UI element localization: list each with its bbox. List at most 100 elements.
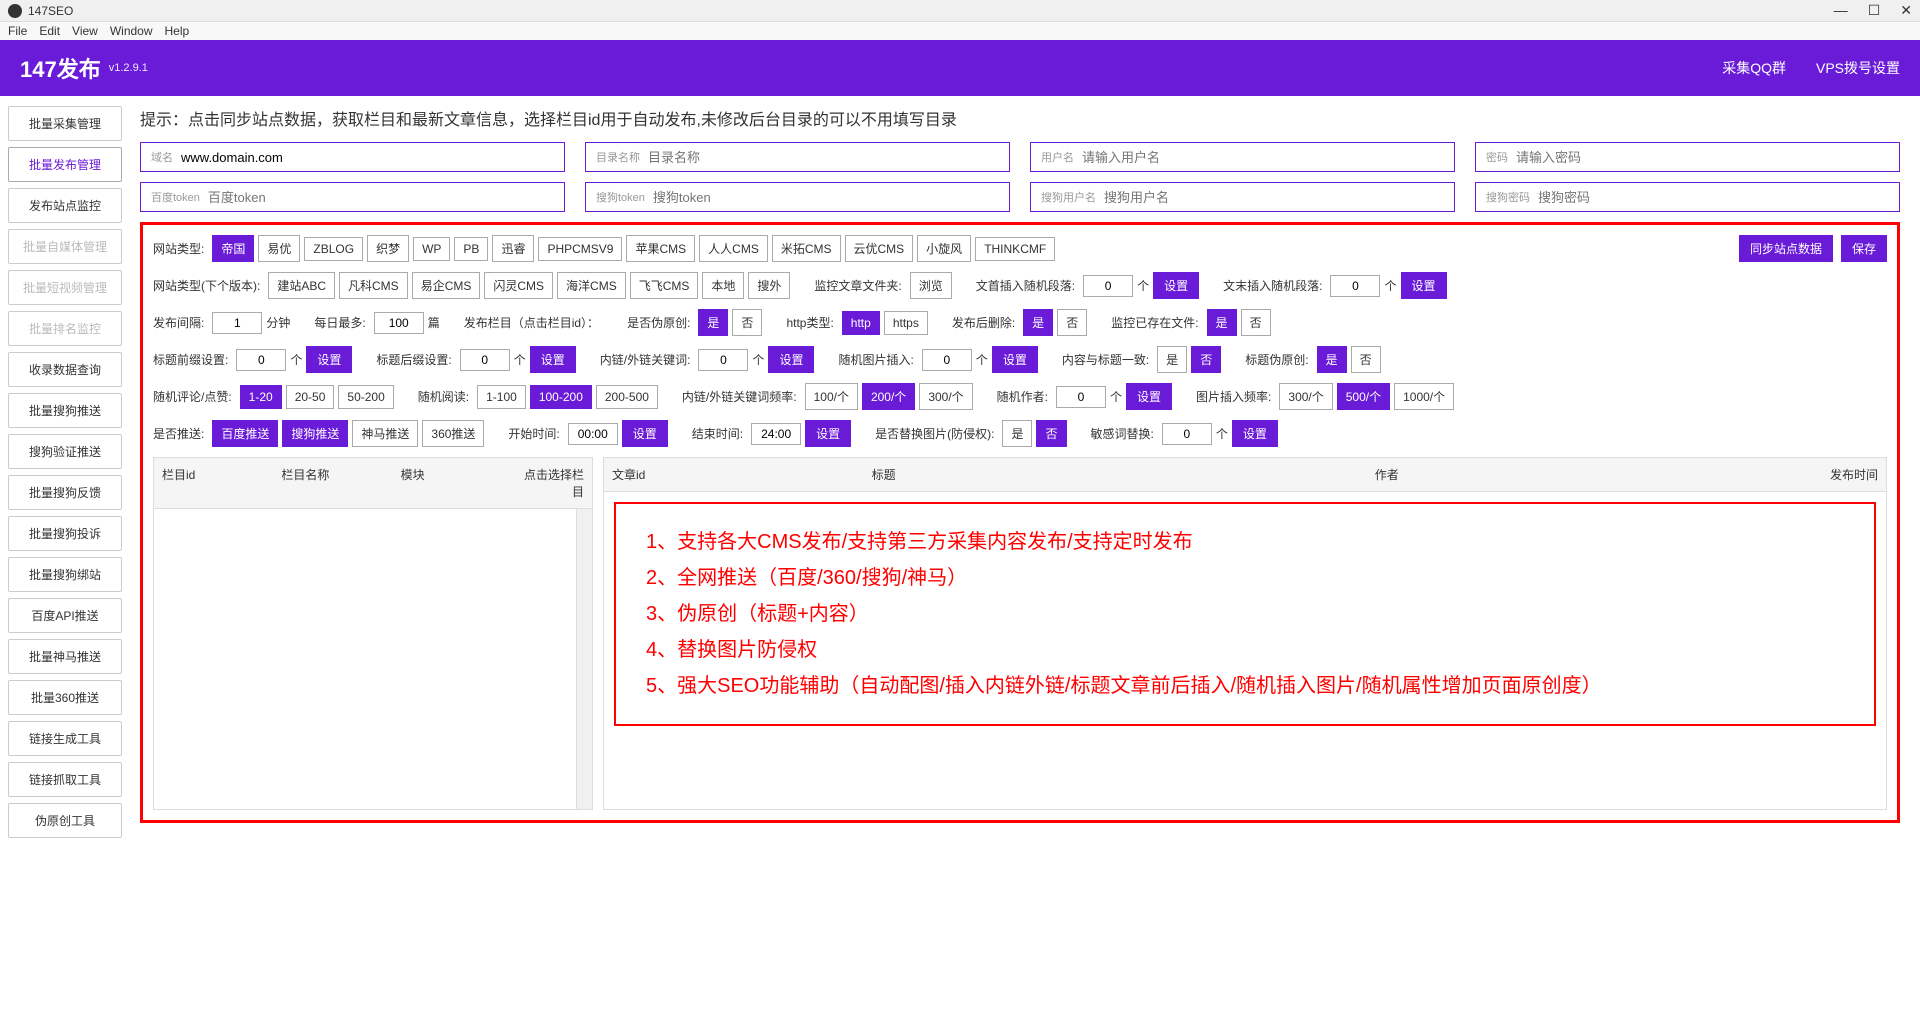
imgfreq-2[interactable]: 1000/个: [1394, 383, 1454, 410]
site-type-6[interactable]: 迅睿: [492, 235, 534, 262]
push-1[interactable]: 搜狗推送: [282, 420, 348, 447]
tail-para-input[interactable]: [1330, 275, 1380, 297]
set-button[interactable]: 设置: [622, 420, 668, 447]
titlefake-yes[interactable]: 是: [1317, 346, 1347, 373]
author-input[interactable]: [1056, 386, 1106, 408]
consist-no[interactable]: 否: [1191, 346, 1221, 373]
daily-max-input[interactable]: [374, 312, 424, 334]
exist-no[interactable]: 否: [1241, 309, 1271, 336]
input-field[interactable]: [1104, 190, 1444, 205]
menu-help[interactable]: Help: [165, 24, 190, 38]
next-type-6[interactable]: 本地: [702, 272, 744, 299]
head-para-input[interactable]: [1083, 275, 1133, 297]
sensitive-input[interactable]: [1162, 423, 1212, 445]
site-type-7[interactable]: PHPCMSV9: [538, 237, 622, 261]
set-button[interactable]: 设置: [1126, 383, 1172, 410]
sidebar-item-11[interactable]: 批量搜狗绑站: [8, 557, 122, 592]
del-yes[interactable]: 是: [1023, 309, 1053, 336]
num-input[interactable]: [922, 349, 972, 371]
consist-yes[interactable]: 是: [1157, 346, 1187, 373]
next-type-3[interactable]: 闪灵CMS: [484, 272, 553, 299]
linkfreq-0[interactable]: 100/个: [805, 383, 858, 410]
sidebar-item-12[interactable]: 百度API推送: [8, 598, 122, 633]
sidebar-item-4[interactable]: 批量短视频管理: [8, 270, 122, 305]
linkfreq-2[interactable]: 300/个: [919, 383, 972, 410]
sidebar-item-10[interactable]: 批量搜狗投诉: [8, 516, 122, 551]
num-input[interactable]: [236, 349, 286, 371]
site-type-4[interactable]: WP: [413, 237, 450, 261]
menu-file[interactable]: File: [8, 24, 27, 38]
site-type-10[interactable]: 米拓CMS: [772, 235, 841, 262]
site-type-0[interactable]: 帝国: [212, 235, 254, 262]
num-input[interactable]: [698, 349, 748, 371]
input-field[interactable]: [1082, 150, 1444, 165]
sidebar-item-13[interactable]: 批量神马推送: [8, 639, 122, 674]
sidebar-item-0[interactable]: 批量采集管理: [8, 106, 122, 141]
site-type-3[interactable]: 织梦: [367, 235, 409, 262]
sidebar-item-5[interactable]: 批量排名监控: [8, 311, 122, 346]
link-qq[interactable]: 采集QQ群: [1722, 58, 1786, 78]
sidebar-item-9[interactable]: 批量搜狗反馈: [8, 475, 122, 510]
interval-input[interactable]: [212, 312, 262, 334]
site-type-1[interactable]: 易优: [258, 235, 300, 262]
push-2[interactable]: 神马推送: [352, 420, 418, 447]
menu-window[interactable]: Window: [110, 24, 153, 38]
exist-yes[interactable]: 是: [1207, 309, 1237, 336]
input-field[interactable]: [1538, 190, 1889, 205]
browse-button[interactable]: 浏览: [910, 272, 952, 299]
menu-view[interactable]: View: [72, 24, 98, 38]
replimg-yes[interactable]: 是: [1002, 420, 1032, 447]
next-type-7[interactable]: 搜外: [748, 272, 790, 299]
start-time[interactable]: [568, 423, 618, 445]
next-type-1[interactable]: 凡科CMS: [339, 272, 408, 299]
next-type-5[interactable]: 飞飞CMS: [630, 272, 699, 299]
set-button[interactable]: 设置: [1153, 272, 1199, 299]
set-button[interactable]: 设置: [805, 420, 851, 447]
site-type-9[interactable]: 人人CMS: [699, 235, 768, 262]
fake-no[interactable]: 否: [732, 309, 762, 336]
del-no[interactable]: 否: [1057, 309, 1087, 336]
next-type-2[interactable]: 易企CMS: [412, 272, 481, 299]
sidebar-item-1[interactable]: 批量发布管理: [8, 147, 122, 182]
comment-1[interactable]: 20-50: [286, 385, 335, 409]
sidebar-item-17[interactable]: 伪原创工具: [8, 803, 122, 838]
site-type-11[interactable]: 云优CMS: [845, 235, 914, 262]
titlefake-no[interactable]: 否: [1351, 346, 1381, 373]
input-field[interactable]: [1516, 150, 1889, 165]
input-field[interactable]: [181, 150, 554, 165]
menu-edit[interactable]: Edit: [39, 24, 60, 38]
input-field[interactable]: [208, 190, 554, 205]
set-button[interactable]: 设置: [306, 346, 352, 373]
end-time[interactable]: [751, 423, 801, 445]
read-2[interactable]: 200-500: [596, 385, 658, 409]
sidebar-item-7[interactable]: 批量搜狗推送: [8, 393, 122, 428]
sidebar-item-8[interactable]: 搜狗验证推送: [8, 434, 122, 469]
sidebar-item-3[interactable]: 批量自媒体管理: [8, 229, 122, 264]
input-field[interactable]: [648, 150, 999, 165]
comment-0[interactable]: 1-20: [240, 385, 282, 409]
imgfreq-1[interactable]: 500/个: [1337, 383, 1390, 410]
sidebar-item-6[interactable]: 收录数据查询: [8, 352, 122, 387]
sidebar-item-16[interactable]: 链接抓取工具: [8, 762, 122, 797]
site-type-8[interactable]: 苹果CMS: [626, 235, 695, 262]
sidebar-item-14[interactable]: 批量360推送: [8, 680, 122, 715]
next-type-0[interactable]: 建站ABC: [268, 272, 335, 299]
next-type-4[interactable]: 海洋CMS: [557, 272, 626, 299]
set-button[interactable]: 设置: [992, 346, 1038, 373]
minimize-icon[interactable]: —: [1834, 2, 1848, 19]
close-icon[interactable]: ✕: [1900, 2, 1912, 19]
set-button[interactable]: 设置: [1232, 420, 1278, 447]
set-button[interactable]: 设置: [530, 346, 576, 373]
scrollbar[interactable]: [576, 509, 592, 809]
read-1[interactable]: 100-200: [530, 385, 592, 409]
linkfreq-1[interactable]: 200/个: [862, 383, 915, 410]
https-opt[interactable]: https: [884, 311, 928, 335]
site-type-12[interactable]: 小旋风: [917, 235, 971, 262]
link-vps[interactable]: VPS拨号设置: [1816, 58, 1900, 78]
site-type-5[interactable]: PB: [454, 237, 488, 261]
sync-button[interactable]: 同步站点数据: [1739, 235, 1833, 262]
num-input[interactable]: [460, 349, 510, 371]
comment-2[interactable]: 50-200: [338, 385, 393, 409]
input-field[interactable]: [653, 190, 999, 205]
replimg-no[interactable]: 否: [1036, 420, 1066, 447]
